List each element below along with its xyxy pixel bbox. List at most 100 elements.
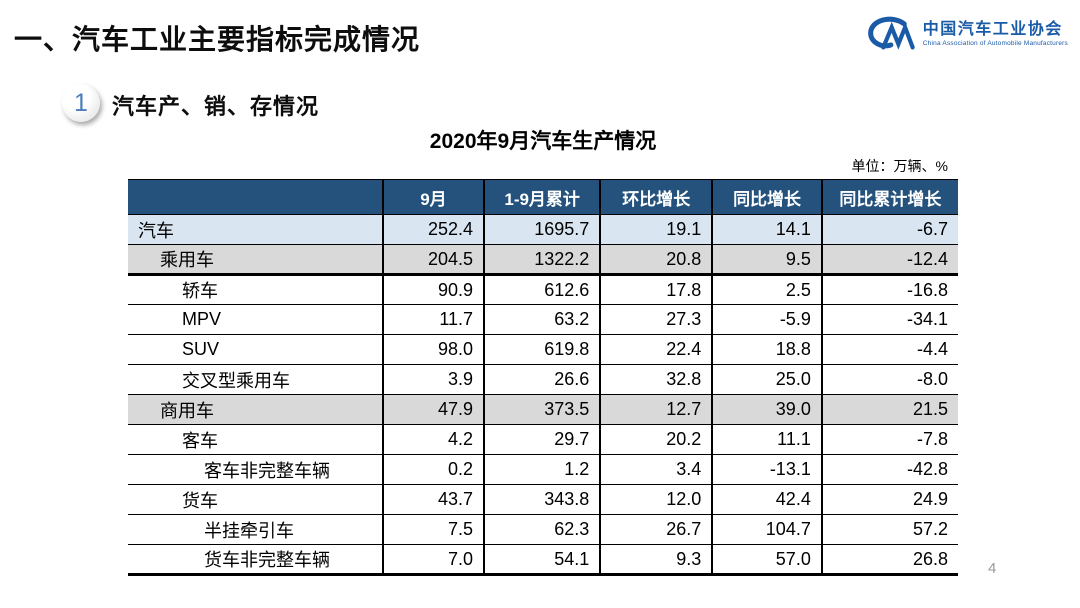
value-cell: 43.7 [381, 484, 485, 516]
col-header-mom-growth: 环比增长 [599, 179, 713, 216]
col-header-month: 9月 [381, 179, 485, 216]
value-cell: -34.1 [820, 304, 958, 336]
value-cell: 14.1 [711, 214, 822, 246]
value-cell: 619.8 [483, 334, 601, 366]
value-cell: 57.0 [711, 544, 822, 577]
value-cell: 1.2 [483, 454, 601, 486]
row-label: 货车 [128, 484, 383, 516]
value-cell: -12.4 [820, 244, 958, 277]
table-row: 客车非完整车辆 0.2 1.2 3.4 -13.1 -42.8 [128, 454, 958, 486]
col-header-category [128, 179, 383, 216]
table-row: 货车非完整车辆 7.0 54.1 9.3 57.0 26.8 [128, 544, 958, 577]
value-cell: 20.2 [599, 424, 713, 456]
table-row: 客车 4.2 29.7 20.2 11.1 -7.8 [128, 424, 958, 456]
value-cell: 11.7 [381, 304, 485, 336]
value-cell: -6.7 [820, 214, 958, 246]
value-cell: 24.9 [820, 484, 958, 516]
row-label: 交叉型乘用车 [128, 364, 383, 396]
section-number: 1 [74, 88, 88, 117]
value-cell: 21.5 [820, 394, 958, 426]
value-cell: 54.1 [483, 544, 601, 577]
value-cell: 12.0 [599, 484, 713, 516]
col-header-yoy-growth: 同比增长 [711, 179, 822, 216]
col-header-yoy-cum-growth: 同比累计增长 [820, 179, 958, 216]
value-cell: 63.2 [483, 304, 601, 336]
value-cell: 3.4 [599, 454, 713, 486]
value-cell: 18.8 [711, 334, 822, 366]
table-row: SUV 98.0 619.8 22.4 18.8 -4.4 [128, 334, 958, 366]
value-cell: 26.6 [483, 364, 601, 396]
value-cell: 22.4 [599, 334, 713, 366]
org-logo-text: 中国汽车工业协会 China Association of Automobile… [923, 21, 1068, 48]
table-row: 半挂牵引车 7.5 62.3 26.7 104.7 57.2 [128, 514, 958, 546]
value-cell: -42.8 [820, 454, 958, 486]
org-name-cn: 中国汽车工业协会 [922, 20, 1063, 38]
value-cell: -4.4 [820, 334, 958, 366]
section-title: 汽车产、销、存情况 [112, 94, 320, 119]
table-row: 交叉型乘用车 3.9 26.6 32.8 25.0 -8.0 [128, 364, 958, 396]
value-cell: 104.7 [711, 514, 822, 546]
value-cell: -5.9 [711, 304, 822, 336]
value-cell: 62.3 [483, 514, 601, 546]
value-cell: 47.9 [381, 394, 485, 426]
value-cell: 9.5 [711, 244, 822, 277]
value-cell: 29.7 [483, 424, 601, 456]
table-row: MPV 11.7 63.2 27.3 -5.9 -34.1 [128, 304, 958, 336]
unit-label: 单位：万辆、% [851, 158, 948, 175]
row-label: MPV [128, 304, 383, 336]
value-cell: 11.1 [711, 424, 822, 456]
table-row: 轿车 90.9 612.6 17.8 2.5 -16.8 [128, 274, 958, 306]
table-row: 商用车 47.9 373.5 12.7 39.0 21.5 [128, 394, 958, 426]
value-cell: 1322.2 [483, 244, 601, 277]
value-cell: 42.4 [711, 484, 822, 516]
page-number: 4 [988, 560, 997, 577]
value-cell: 9.3 [599, 544, 713, 577]
table-row: 汽车 252.4 1695.7 19.1 14.1 -6.7 [128, 214, 958, 246]
value-cell: 39.0 [711, 394, 822, 426]
row-label: SUV [128, 334, 383, 366]
value-cell: 373.5 [483, 394, 601, 426]
value-cell: 17.8 [599, 274, 713, 306]
row-label: 乘用车 [128, 244, 383, 277]
value-cell: -8.0 [820, 364, 958, 396]
value-cell: 252.4 [381, 214, 485, 246]
value-cell: 25.0 [711, 364, 822, 396]
row-label: 半挂牵引车 [128, 514, 383, 546]
cam-logo-icon [867, 16, 915, 50]
value-cell: 204.5 [381, 244, 485, 277]
value-cell: 2.5 [711, 274, 822, 306]
row-label: 汽车 [128, 214, 383, 246]
value-cell: 7.0 [381, 544, 485, 577]
section-number-badge: 1 [62, 84, 100, 122]
value-cell: 32.8 [599, 364, 713, 396]
value-cell: 612.6 [483, 274, 601, 306]
col-header-ytd: 1-9月累计 [483, 179, 601, 216]
value-cell: 98.0 [381, 334, 485, 366]
value-cell: 3.9 [381, 364, 485, 396]
value-cell: 4.2 [381, 424, 485, 456]
value-cell: -16.8 [820, 274, 958, 306]
table-area: 2020年9月汽车生产情况 单位：万辆、% 9月 1-9月累计 环比增长 同比增… [128, 130, 958, 577]
row-label: 客车 [128, 424, 383, 456]
value-cell: 19.1 [599, 214, 713, 246]
table-title: 2020年9月汽车生产情况 [429, 130, 657, 153]
production-table: 9月 1-9月累计 环比增长 同比增长 同比累计增长 汽车 252.4 1695.7… [128, 179, 958, 577]
value-cell: 26.7 [599, 514, 713, 546]
value-cell: 7.5 [381, 514, 485, 546]
table-header-row: 9月 1-9月累计 环比增长 同比增长 同比累计增长 [128, 179, 958, 216]
value-cell: 27.3 [599, 304, 713, 336]
row-label: 客车非完整车辆 [128, 454, 383, 486]
value-cell: 26.8 [820, 544, 958, 577]
value-cell: 90.9 [381, 274, 485, 306]
table-row: 货车 43.7 343.8 12.0 42.4 24.9 [128, 484, 958, 516]
row-label: 货车非完整车辆 [128, 544, 383, 577]
value-cell: 343.8 [483, 484, 601, 516]
table-row: 乘用车 204.5 1322.2 20.8 9.5 -12.4 [128, 244, 958, 277]
page-title: 一、汽车工业主要指标完成情况 [14, 24, 421, 55]
value-cell: -13.1 [711, 454, 822, 486]
value-cell: 57.2 [820, 514, 958, 546]
value-cell: 12.7 [599, 394, 713, 426]
value-cell: 20.8 [599, 244, 713, 277]
value-cell: 1695.7 [483, 214, 601, 246]
